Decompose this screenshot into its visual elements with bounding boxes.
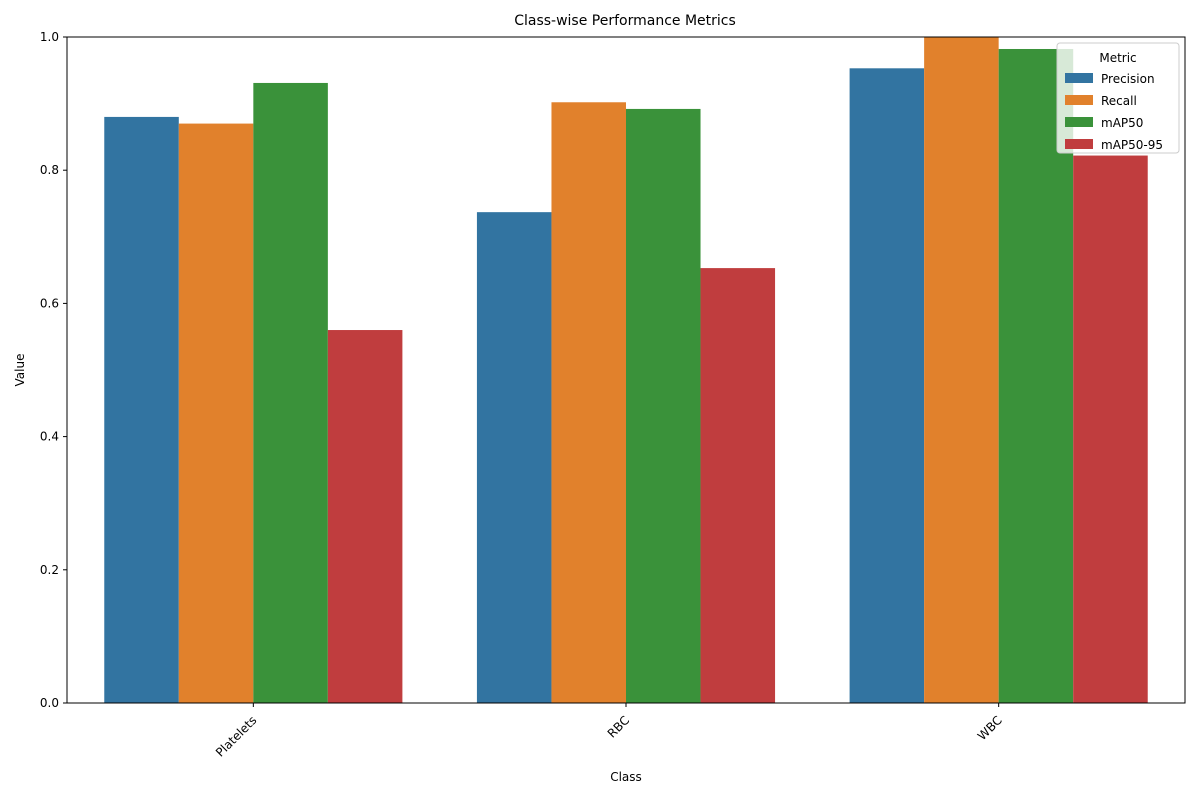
bar-rbc-precision [476,212,552,703]
bar-rbc-recall [551,102,626,703]
x-tick-label: Platelets [213,713,259,759]
y-axis: 0.0 0.2 0.4 0.6 0.8 1.0 [40,30,67,710]
y-tick-label: 0.2 [40,563,59,577]
bar-platelets-precision [104,116,179,704]
legend-label: Precision [1101,72,1155,86]
plot-frame [66,36,1186,704]
legend-swatch-map50 [1065,117,1093,127]
bar-wbc-recall [924,37,999,703]
x-tick-label: RBC [605,713,632,740]
legend-swatch-recall [1065,95,1093,105]
x-axis: Platelets RBC WBC [213,703,1005,760]
legend-label: mAP50 [1101,116,1143,130]
bar-rbc-map50-95 [700,268,776,703]
y-axis-label: Value [13,354,27,387]
bar-platelets-recall [178,123,254,703]
legend-swatch-precision [1065,73,1093,83]
legend: Metric Precision Recall mAP50 mAP50-95 [1056,42,1180,154]
chart-title: Class-wise Performance Metrics [514,13,736,29]
bar-rbc-map50 [626,108,701,704]
x-tick-label: WBC [975,713,1005,743]
bar-platelets-map50 [253,82,328,703]
legend-swatch-map50-95 [1065,139,1093,149]
legend-label: Recall [1101,94,1137,108]
y-tick-label: 0.6 [40,296,59,310]
y-tick-label: 0.0 [40,696,59,710]
bars-layer [104,37,1148,704]
legend-title: Metric [1099,51,1136,65]
y-tick-label: 0.8 [40,163,59,177]
legend-label: mAP50-95 [1101,138,1163,152]
bar-platelets-map50-95 [327,330,403,703]
bar-wbc-precision [849,68,925,704]
y-tick-label: 1.0 [40,30,59,44]
x-axis-label: Class [610,770,642,784]
bar-wbc-map50-95 [1073,155,1148,704]
bar-wbc-map50 [998,48,1074,704]
y-tick-label: 0.4 [40,430,59,444]
